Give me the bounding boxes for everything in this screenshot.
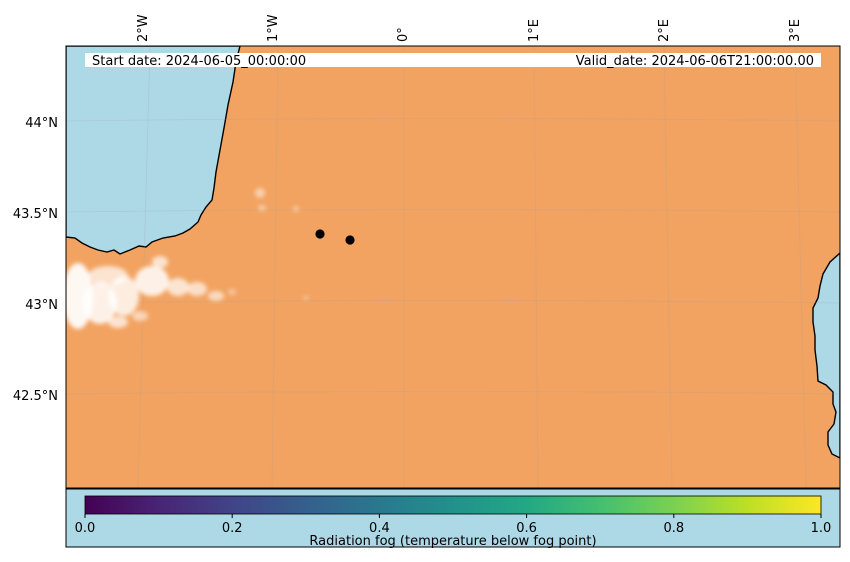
lon-tick-2w: 2°W [136, 14, 151, 42]
lon-tick-0: 0° [396, 27, 411, 42]
start-date-label: Start date: 2024-06-05_00:00:00 [92, 54, 306, 69]
mediterranean-sea [812, 252, 840, 459]
cb-tick-5: 1.0 [811, 521, 832, 536]
colorbar-tick-marks [84, 514, 822, 518]
colorbar-tick-labels: 0.0 0.2 0.4 0.6 0.8 1.0 [75, 521, 832, 536]
station-marker-1[interactable] [315, 229, 325, 239]
graticule [66, 46, 840, 488]
lat-tick-43n: 43°N [25, 298, 58, 313]
lon-tick-1w: 1°W [266, 14, 281, 42]
info-bar [85, 53, 821, 67]
lat-tick-42-5n: 42.5°N [13, 389, 58, 404]
cb-tick-2: 0.4 [369, 521, 390, 536]
bay-of-biscay [66, 46, 241, 255]
lon-tick-3e: 3°E [788, 19, 803, 42]
longitude-ticks: 2°W 1°W 0° 1°E 2°E 3°E [136, 14, 803, 42]
lat-tick-44n: 44°N [25, 116, 58, 131]
colorbar-panel: 0.0 0.2 0.4 0.6 0.8 1.0 Radiation fog (t… [65, 488, 841, 549]
colorbar-title: Radiation fog (temperature below fog poi… [309, 534, 596, 549]
valid-date-label: Valid_date: 2024-06-06T21:00:00.00 [576, 54, 814, 69]
map-frame [65, 45, 841, 489]
cb-tick-3: 0.6 [516, 521, 537, 536]
cb-tick-4: 0.8 [663, 521, 684, 536]
lon-tick-1e: 1°E [527, 19, 542, 42]
colorbar-gradient [84, 495, 822, 515]
latitude-ticks: 44°N 43.5°N 43°N 42.5°N [13, 116, 58, 404]
map-panel: Start date: 2024-06-05_00:00:00 Valid_da… [66, 46, 840, 488]
cb-tick-1: 0.2 [222, 521, 243, 536]
station-marker-2[interactable] [345, 235, 355, 245]
lon-tick-2e: 2°E [657, 19, 672, 42]
lat-tick-43-5n: 43.5°N [13, 207, 58, 222]
cb-tick-0: 0.0 [75, 521, 96, 536]
fog-patches [66, 188, 309, 329]
